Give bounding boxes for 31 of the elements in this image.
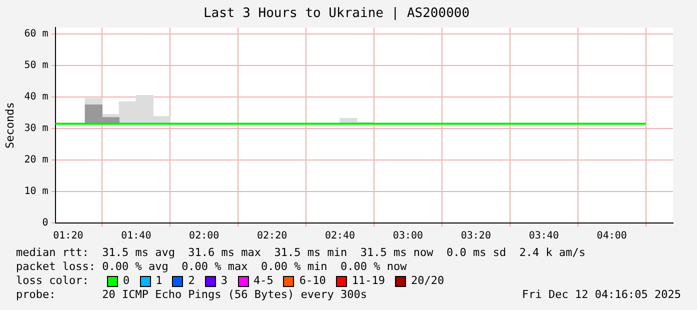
text: 1 [156, 274, 162, 288]
y-tick-label: 30 m [24, 123, 48, 134]
chart-title: Last 3 Hours to Ukraine | AS200000 [203, 6, 470, 22]
x-tick-label: 03:00 [392, 230, 424, 242]
x-tick-label: 01:20 [53, 230, 84, 242]
text: 3 [220, 274, 228, 288]
text: 2 [188, 274, 195, 288]
text: packet loss: 0.00 % avg 0.00 % max 0.00 % min 0.00 % now [16, 260, 408, 274]
y-tick-label: 10 m [24, 186, 48, 198]
y-tick-label: 20 m [24, 154, 48, 166]
y-axis-title: Seconds [3, 102, 16, 148]
x-tick-label: 01:40 [121, 230, 152, 242]
text: 20/20 [411, 274, 444, 288]
x-tick-label: 03:40 [528, 230, 559, 242]
x-tick-label: 03:20 [460, 230, 491, 242]
y-tick-label: 60 m [24, 28, 48, 40]
text: probe: 20 ICMP Echo Pings (56 Bytes) every 300s [16, 288, 367, 302]
x-tick-label: 02:40 [324, 230, 356, 242]
text: loss color: [16, 274, 90, 288]
x-tick-label: 02:20 [257, 230, 288, 242]
text: 6-10 [299, 274, 326, 288]
x-tick-label: 02:00 [189, 230, 220, 242]
y-tick-label: 50 m [24, 60, 48, 72]
text: median rtt: 31.5 ms avg 31.6 ms max 31.5 ms min 31.5 ms now 0.0 ms sd 2.4 k am/s [16, 246, 587, 260]
y-tick-label: 0 [42, 218, 48, 229]
text: 4-5 [254, 274, 274, 288]
x-tick-label: 04:00 [596, 230, 627, 242]
y-tick-label: 40 m [24, 92, 48, 103]
text: 11-19 [352, 274, 385, 288]
text: 0 [123, 274, 130, 288]
text: Fri Dec 12 04:16:05 2025 [522, 288, 681, 302]
